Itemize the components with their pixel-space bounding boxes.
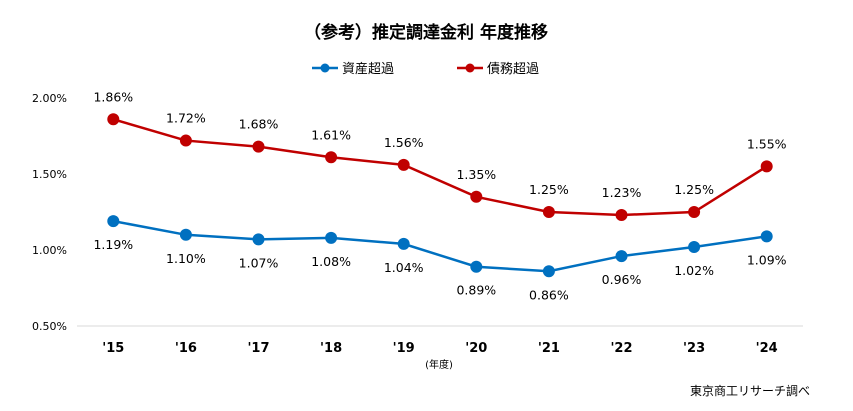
series-asset-surplus: 1.19% 1.10% 1.07% 1.08% 1.04% 0.89% 0.86% 0.96%… (93, 215, 787, 302)
data-label: 1.55% (747, 136, 787, 151)
data-label: 0.86% (529, 287, 569, 302)
source-note: 東京商工リサーチ調べ (690, 383, 810, 398)
x-tick-label: '16 (175, 341, 197, 356)
x-tick-label: '21 (538, 341, 560, 356)
data-point (542, 265, 555, 278)
data-label: 1.25% (674, 182, 714, 197)
series-debt-excess: 1.86% 1.72% 1.68% 1.61% 1.56% 1.35% 1.25% 1.23%… (93, 89, 787, 222)
data-point (688, 206, 701, 218)
data-label: 1.08% (311, 254, 351, 269)
data-label: 1.25% (529, 182, 569, 197)
data-point (760, 230, 773, 243)
legend-marker (465, 63, 475, 73)
y-tick-label: 0.50% (32, 320, 67, 333)
data-point (107, 215, 120, 228)
data-point (325, 151, 338, 164)
data-label: 0.89% (456, 283, 496, 298)
y-tick-label: 1.00% (32, 244, 67, 257)
x-tick-label: '24 (756, 341, 778, 356)
data-label: 1.35% (456, 167, 496, 182)
legend: 資産超過 債務超過 (312, 61, 539, 77)
x-tick-label: '18 (320, 341, 342, 356)
data-label: 1.10% (166, 251, 206, 266)
series-line (112, 118, 768, 217)
data-point (615, 209, 628, 222)
data-point (397, 158, 410, 171)
data-point (179, 134, 192, 147)
data-label: 1.86% (93, 89, 133, 104)
series-group: 1.19% 1.10% 1.07% 1.08% 1.04% 0.89% 0.86% 0.96%… (93, 89, 786, 302)
data-label: 1.07% (239, 255, 279, 270)
y-tick-label: 2.00% (32, 92, 67, 105)
data-point (252, 233, 265, 246)
data-point (615, 250, 628, 263)
x-tick-label: '22 (610, 341, 632, 356)
data-label: 0.96% (602, 272, 642, 287)
data-label: 1.56% (384, 135, 424, 150)
chart-title: （参考）推定調達金利 年度推移 (304, 22, 548, 43)
data-label: 1.02% (674, 263, 714, 278)
data-point (397, 237, 410, 250)
data-point (688, 240, 701, 253)
data-point (470, 190, 483, 203)
legend-label: 資産超過 (342, 61, 394, 77)
data-point (542, 206, 555, 218)
legend-label: 債務超過 (487, 62, 539, 77)
x-tick-label: '15 (102, 341, 124, 356)
x-tick-label: '20 (465, 341, 487, 356)
x-tick-label: '17 (247, 341, 269, 356)
legend-marker (320, 63, 330, 73)
axes: 0.50% 1.00% 1.50% 2.00% '15 '16 '17 '18 '19 '20 '2… (32, 92, 803, 356)
data-label: 1.04% (384, 260, 424, 275)
series-line (113, 219, 767, 273)
data-label: 1.68% (239, 117, 279, 132)
data-point (107, 113, 120, 126)
data-label: 1.09% (747, 252, 787, 267)
data-label: 1.19% (93, 237, 133, 252)
data-point (252, 140, 265, 153)
data-label: 1.23% (602, 185, 642, 200)
x-tick-label: '23 (683, 341, 705, 356)
data-label: 1.72% (166, 111, 206, 126)
data-label: 1.61% (311, 127, 351, 142)
x-axis-label: (年度) (425, 358, 453, 371)
y-tick-label: 1.50% (32, 168, 67, 181)
data-point (760, 160, 773, 173)
x-tick-label: '19 (393, 341, 415, 356)
data-point (325, 231, 338, 244)
data-point (470, 260, 483, 273)
data-point (179, 228, 192, 241)
